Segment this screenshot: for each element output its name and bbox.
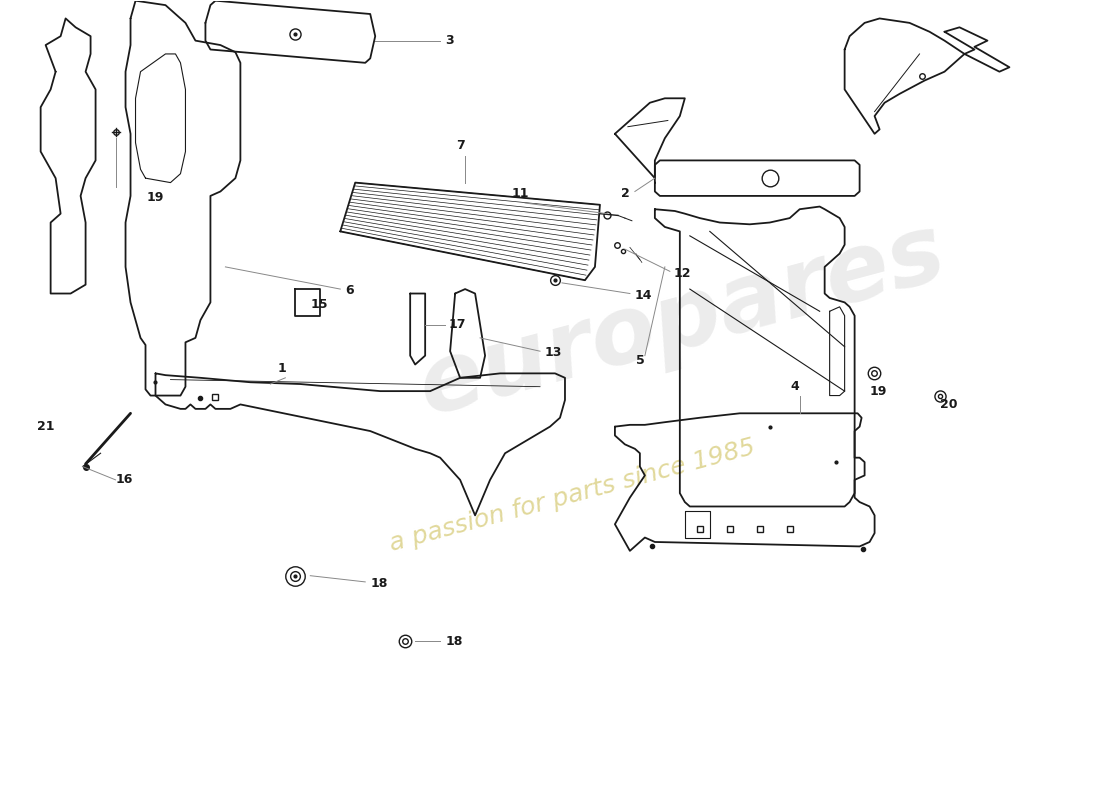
Text: 13: 13 — [544, 346, 562, 359]
Text: 18: 18 — [371, 577, 387, 590]
Text: 4: 4 — [790, 380, 799, 393]
Text: 19: 19 — [146, 191, 164, 205]
Text: 20: 20 — [939, 398, 957, 411]
Text: 12: 12 — [674, 267, 691, 281]
Text: europares: europares — [408, 206, 955, 434]
Polygon shape — [340, 182, 600, 280]
Text: 18: 18 — [446, 635, 462, 648]
Text: 21: 21 — [37, 420, 54, 433]
Text: a passion for parts since 1985: a passion for parts since 1985 — [386, 435, 758, 556]
Text: 11: 11 — [512, 187, 529, 200]
Text: 16: 16 — [116, 474, 133, 486]
Text: 14: 14 — [635, 289, 652, 302]
Text: 7: 7 — [455, 138, 464, 151]
Text: 19: 19 — [870, 385, 887, 398]
Text: 17: 17 — [448, 318, 465, 331]
Text: 1: 1 — [278, 362, 287, 375]
Text: 5: 5 — [636, 354, 645, 366]
Text: 6: 6 — [345, 284, 354, 298]
Text: 3: 3 — [446, 34, 454, 47]
Text: 2: 2 — [621, 186, 630, 200]
Text: 15: 15 — [310, 298, 328, 311]
